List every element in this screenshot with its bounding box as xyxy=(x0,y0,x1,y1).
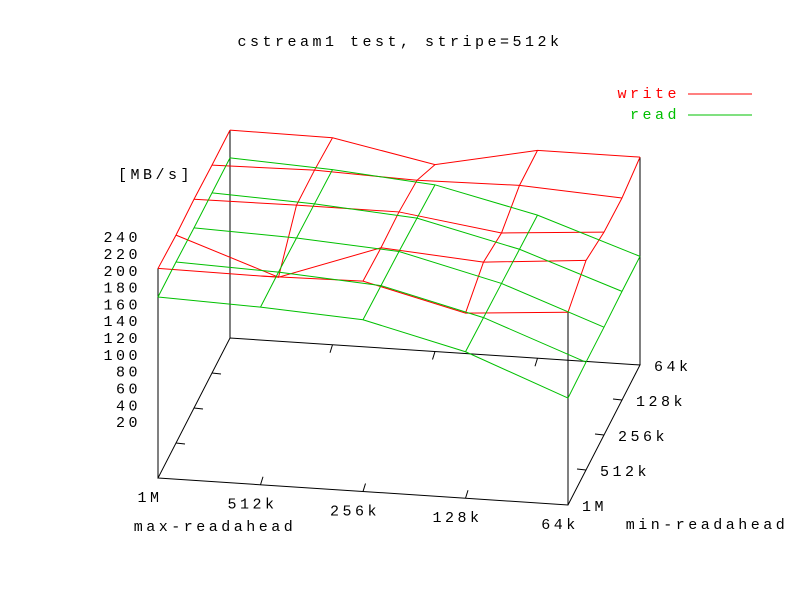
y-tick xyxy=(594,433,605,436)
x-tick-label: 1M xyxy=(137,490,162,507)
x-tick xyxy=(260,476,264,485)
x-axis-title: max-readahead xyxy=(134,519,297,536)
surface-line xyxy=(175,234,587,278)
z-tick-label: 60 xyxy=(116,382,141,399)
surface-line xyxy=(362,164,436,282)
x-tick xyxy=(465,490,469,499)
y-tick-label: 64k xyxy=(654,359,692,376)
z-tick-label: 180 xyxy=(103,281,141,298)
z-tick-label: 200 xyxy=(103,264,141,281)
z-tick-label: 140 xyxy=(103,314,141,331)
z-tick-label: 40 xyxy=(116,398,141,415)
z-axis-title: [MB/s] xyxy=(118,167,193,184)
x-tick xyxy=(432,351,436,360)
x-tick xyxy=(329,344,333,353)
surface-line xyxy=(362,184,436,321)
surface-line xyxy=(260,137,333,278)
y-tick xyxy=(193,407,204,410)
surface-line xyxy=(229,157,641,257)
y-tick-label: 256k xyxy=(618,429,668,446)
z-tick-label: 220 xyxy=(103,247,141,264)
y-tick xyxy=(612,398,623,401)
y-tick xyxy=(211,372,222,375)
y-tick-label: 512k xyxy=(600,464,650,481)
x-tick xyxy=(362,483,366,492)
y-tick-label: 1M xyxy=(582,499,607,516)
y-tick-label: 128k xyxy=(636,394,686,411)
surface-line xyxy=(260,169,333,308)
surface-line xyxy=(157,267,569,314)
z-tick-label: 20 xyxy=(116,415,141,432)
y-tick xyxy=(175,442,186,445)
y-tick xyxy=(576,468,587,471)
surface-line xyxy=(567,156,641,313)
surface-line xyxy=(157,129,231,269)
surface-line xyxy=(157,157,231,298)
surface-line xyxy=(211,164,623,199)
x-tick xyxy=(534,358,538,367)
surface-line xyxy=(465,214,538,352)
z-tick-label: 100 xyxy=(103,348,141,365)
x-tick-label: 128k xyxy=(432,510,482,527)
z-tick-label: 120 xyxy=(103,331,141,348)
legend-label: read xyxy=(630,107,680,124)
surface-line xyxy=(229,129,641,166)
surface-line xyxy=(465,150,538,314)
z-tick-label: 80 xyxy=(116,365,141,382)
surface-line xyxy=(567,256,641,399)
z-tick-label: 160 xyxy=(103,297,141,314)
y-axis-title: min-readahead xyxy=(626,517,789,534)
x-tick-label: 256k xyxy=(330,503,380,520)
x-tick-label: 512k xyxy=(227,497,277,514)
surface-line xyxy=(157,296,569,399)
chart-title: cstream1 test, stripe=512k xyxy=(237,34,562,51)
x-tick-label: 64k xyxy=(541,517,579,534)
legend-label: write xyxy=(617,86,680,103)
z-tick-label: 240 xyxy=(103,230,141,247)
